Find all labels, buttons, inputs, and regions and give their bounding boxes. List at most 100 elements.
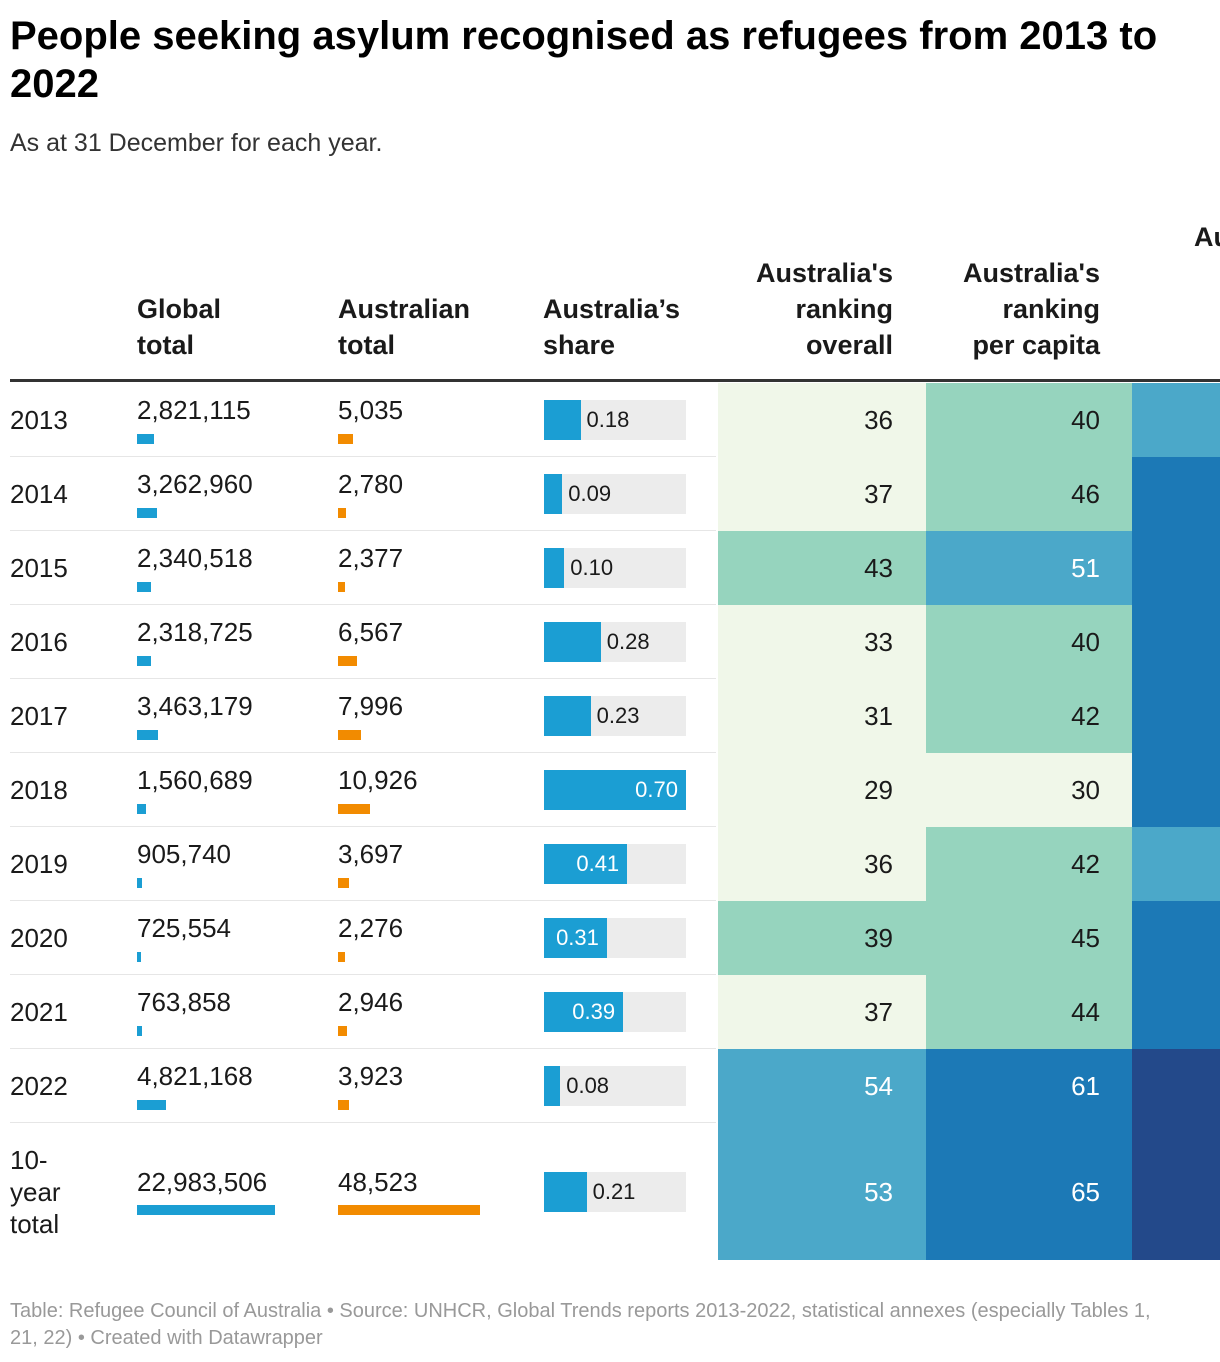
- global-total-value: 2,318,725: [137, 617, 253, 647]
- row-divider: [10, 456, 716, 457]
- australian-total-bar: [338, 434, 353, 444]
- header-australian[interactable]: Australian total: [338, 294, 471, 360]
- rank-overall-value: 31: [864, 701, 893, 731]
- global-total-bar: [137, 804, 147, 814]
- share-bar-track: 0.10: [544, 548, 686, 588]
- share-bar-fill: [544, 548, 565, 588]
- australian-total-bar: [338, 878, 349, 888]
- australian-total-value: 3,697: [338, 839, 404, 869]
- share-value: 0.08: [566, 1073, 610, 1098]
- row-year: 2018: [10, 775, 68, 805]
- cell-rank-third: [1132, 1123, 1220, 1260]
- global-total-value: 2,821,115: [137, 395, 251, 425]
- row-divider: [10, 900, 716, 901]
- row-year: 2021: [10, 997, 68, 1027]
- cell-rank-overall: [718, 531, 926, 605]
- rank-capita-value: 61: [1071, 1071, 1100, 1101]
- cell-rank-third: [1132, 531, 1220, 605]
- rank-overall-value: 43: [864, 553, 893, 583]
- share-bar-track: 0.18: [544, 400, 686, 440]
- rank-capita-value: 40: [1071, 405, 1100, 435]
- global-total-bar: [137, 1100, 166, 1110]
- cell-rank-overall: [718, 605, 926, 679]
- rank-capita-value: 30: [1071, 775, 1100, 805]
- cell-rank-overall: [718, 901, 926, 975]
- rank-overall-value: 37: [864, 997, 893, 1027]
- global-total-value: 905,740: [137, 839, 231, 869]
- global-total-value: 3,463,179: [137, 691, 253, 721]
- cell-rank-capita: [926, 605, 1132, 679]
- rank-capita-value: 46: [1071, 479, 1100, 509]
- header-global[interactable]: Global total: [137, 294, 222, 360]
- australian-total-value: 3,923: [338, 1061, 404, 1091]
- cell-rank-third: [1132, 975, 1220, 1049]
- row-year: 2022: [10, 1071, 68, 1101]
- rank-capita-value: 40: [1071, 627, 1100, 657]
- share-bar-fill: [544, 770, 686, 810]
- share-bar-fill: [544, 1171, 587, 1212]
- global-total-value: 1,560,689: [137, 765, 253, 795]
- cell-rank-overall: [718, 679, 926, 753]
- cell-rank-capita: [926, 901, 1132, 975]
- australian-total-bar: [338, 582, 345, 592]
- share-bar-fill: [544, 622, 601, 662]
- global-total-value: 3,262,960: [137, 469, 253, 499]
- cell-rank-capita: [926, 531, 1132, 605]
- share-bar-fill: [544, 400, 581, 440]
- share-bar-fill: [544, 992, 624, 1032]
- row-divider: [10, 752, 716, 753]
- share-value: 0.09: [568, 481, 612, 506]
- australian-total-bar: [338, 804, 370, 814]
- cell-rank-capita: [926, 827, 1132, 901]
- cell-rank-third: [1132, 383, 1220, 457]
- global-total-value: 763,858: [137, 987, 231, 1017]
- data-table: Global total Australian total Australia’s s…: [10, 0, 1220, 1362]
- share-value: 0.39: [572, 999, 616, 1024]
- row-year: 2020: [10, 923, 68, 953]
- rank-overall-value: 29: [864, 775, 893, 805]
- rank-overall-value: 39: [864, 923, 893, 953]
- australian-total-value: 7,996: [338, 691, 404, 721]
- header-share[interactable]: Australia’s share: [543, 294, 681, 360]
- global-total-bar: [137, 730, 158, 740]
- australian-total-value: 2,276: [338, 913, 404, 943]
- cell-rank-third: [1132, 827, 1220, 901]
- share-bar-track: 0.09: [544, 474, 686, 514]
- row-divider: [10, 1122, 716, 1123]
- australian-total-bar: [338, 656, 358, 666]
- australian-total-value: 10,926: [338, 765, 418, 795]
- chart-subtitle: As at 31 December for each year.: [10, 129, 383, 157]
- row-year: 2015: [10, 553, 68, 583]
- row-divider: [10, 530, 716, 531]
- header-rank-third[interactable]: Ausr: [1193, 222, 1220, 252]
- header-rank-overall[interactable]: Australia's ranking overall: [756, 258, 893, 360]
- share-value: 0.23: [596, 703, 640, 728]
- global-total-value: 2,340,518: [137, 543, 253, 573]
- row-year: year: [10, 1177, 61, 1207]
- header-rank-capita[interactable]: Australia's ranking per capita: [963, 258, 1100, 360]
- rank-capita-value: 51: [1071, 553, 1100, 583]
- row-year: 2013: [10, 405, 68, 435]
- share-value: 0.10: [570, 555, 614, 580]
- row-year: total: [10, 1209, 60, 1239]
- row-year: 2017: [10, 701, 68, 731]
- australian-total-value: 2,377: [338, 543, 404, 573]
- share-bar-track: 0.23: [544, 696, 686, 736]
- row-year: 2019: [10, 849, 68, 879]
- cell-rank-third: [1132, 605, 1220, 679]
- australian-total-bar: [338, 952, 345, 962]
- share-bar-track: 0.70: [544, 770, 686, 810]
- global-total-bar: [137, 878, 143, 888]
- cell-rank-overall: [718, 1049, 926, 1123]
- rank-capita-value: 65: [1071, 1176, 1100, 1207]
- cell-rank-third: [1132, 1049, 1220, 1123]
- cell-rank-overall: [718, 383, 926, 457]
- chart-title: People seeking asylum recognised as refu…: [10, 14, 1158, 106]
- share-value: 0.28: [606, 629, 650, 654]
- row-divider: [10, 974, 716, 975]
- cell-rank-third: [1132, 457, 1220, 531]
- rank-overall-value: 36: [864, 849, 893, 879]
- cell-rank-overall: [718, 975, 926, 1049]
- share-bar-track: 0.41: [544, 844, 686, 884]
- global-total-bar: [137, 952, 142, 962]
